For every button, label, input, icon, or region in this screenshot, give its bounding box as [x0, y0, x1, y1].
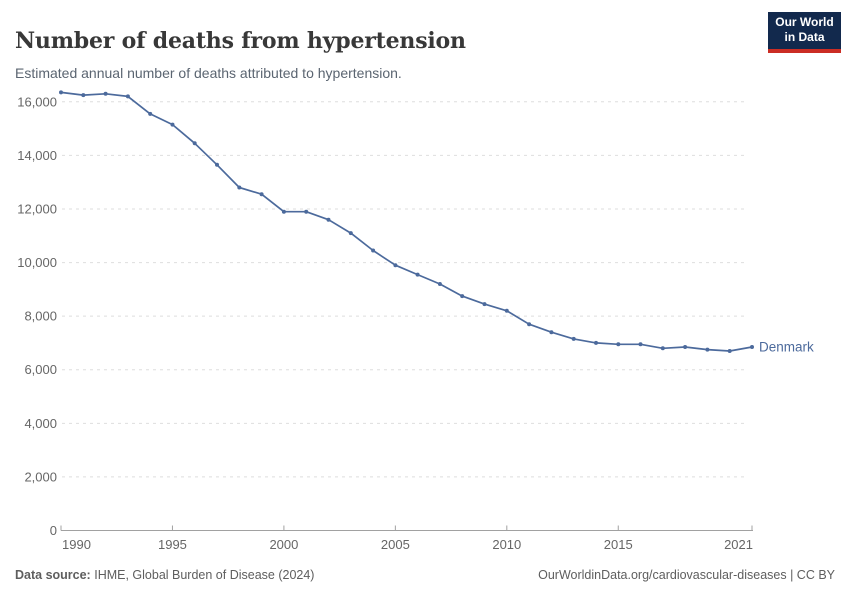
chart-subtitle: Estimated annual number of deaths attrib…: [15, 65, 402, 81]
data-point: [549, 330, 554, 335]
x-axis-tick-label: 1990: [62, 537, 91, 552]
data-point: [504, 308, 509, 313]
data-point: [616, 342, 621, 347]
data-point: [437, 282, 442, 286]
data-point: [259, 192, 264, 197]
data-point: [727, 349, 732, 353]
data-source-label: Data source:: [15, 568, 91, 582]
data-point: [683, 345, 688, 349]
data-point: [192, 141, 197, 146]
data-point: [215, 162, 219, 167]
y-axis-tick-label: 6,000: [24, 362, 57, 377]
x-axis-tick-label: 1995: [158, 537, 187, 552]
data-point: [326, 217, 331, 222]
data-point: [460, 294, 465, 299]
owid-logo-line2: in Data: [784, 30, 825, 44]
data-source-text: IHME, Global Burden of Disease (2024): [94, 568, 315, 582]
data-point: [571, 336, 576, 341]
y-axis-tick-label: 8,000: [24, 309, 57, 324]
x-axis-tick-label: 2021: [724, 537, 753, 552]
data-point: [125, 94, 130, 99]
data-point: [527, 322, 532, 327]
data-line: [60, 91, 753, 352]
data-point: [237, 185, 242, 190]
data-point: [148, 111, 153, 116]
owid-logo-line1: Our World: [775, 15, 834, 29]
data-point: [371, 248, 376, 253]
data-point: [59, 90, 63, 95]
owid-logo[interactable]: Our World in Data: [768, 12, 841, 53]
chart-title: Number of deaths from hypertension: [15, 27, 466, 54]
data-point: [281, 209, 286, 214]
x-axis-tick-label: 2000: [269, 537, 298, 552]
x-axis-tick-label: 2015: [604, 537, 633, 552]
y-axis-tick-label: 14,000: [17, 148, 57, 163]
chart-footer: Data source: IHME, Global Burden of Dise…: [15, 568, 835, 582]
data-point: [103, 91, 108, 96]
y-axis-tick-label: 4,000: [24, 416, 57, 431]
y-axis-tick-label: 16,000: [17, 94, 57, 109]
data-point: [81, 93, 86, 98]
data-point: [348, 231, 353, 236]
credit-link[interactable]: OurWorldinData.org/cardiovascular-diseas…: [538, 568, 835, 582]
data-point: [705, 347, 710, 352]
data-point: [594, 340, 598, 345]
y-axis-tick-label: 2,000: [24, 469, 57, 484]
y-axis-tick-label: 12,000: [17, 201, 57, 216]
y-axis-tick-label: 0: [50, 523, 57, 538]
data-point: [750, 345, 754, 349]
data-source-note: Data source: IHME, Global Burden of Dise…: [15, 568, 314, 582]
data-point: [170, 122, 175, 127]
data-point: [482, 302, 487, 307]
data-point: [393, 263, 398, 268]
data-point: [638, 342, 643, 347]
data-point: [660, 346, 665, 351]
x-axis-tick-label: 2005: [381, 537, 410, 552]
y-axis-tick-label: 10,000: [17, 255, 57, 270]
x-axis-tick-label: 2010: [492, 537, 521, 552]
series-end-label: Denmark: [759, 339, 814, 354]
data-point: [304, 209, 309, 214]
data-point: [415, 272, 420, 277]
